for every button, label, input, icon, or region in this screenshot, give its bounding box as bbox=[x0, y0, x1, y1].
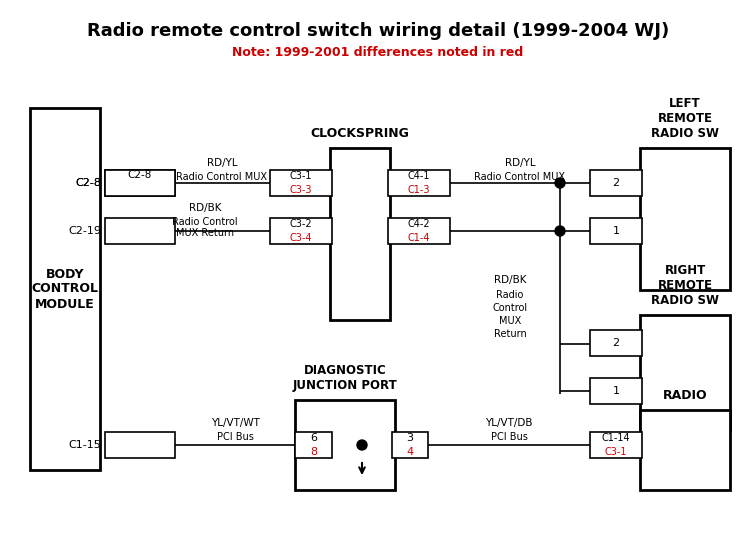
Text: 6: 6 bbox=[310, 433, 317, 443]
Text: C3-3: C3-3 bbox=[290, 185, 312, 195]
Text: C1-15: C1-15 bbox=[68, 440, 101, 450]
Text: C4-2: C4-2 bbox=[407, 219, 430, 229]
Text: C3-1: C3-1 bbox=[605, 447, 627, 457]
Bar bbox=[590, 432, 642, 458]
Bar bbox=[105, 218, 175, 244]
Text: Radio: Radio bbox=[496, 290, 524, 300]
Text: Radio Control: Radio Control bbox=[172, 217, 238, 227]
Text: 4: 4 bbox=[407, 447, 414, 457]
Bar bbox=[590, 170, 642, 196]
Text: RIGHT
REMOTE
RADIO SW: RIGHT REMOTE RADIO SW bbox=[651, 264, 719, 307]
Text: RD/YL: RD/YL bbox=[206, 158, 237, 168]
Text: Radio Control MUX: Radio Control MUX bbox=[176, 172, 268, 182]
Bar bbox=[295, 400, 395, 490]
Bar bbox=[30, 108, 100, 470]
Text: RADIO: RADIO bbox=[663, 389, 708, 402]
Text: Radio remote control switch wiring detail (1999-2004 WJ): Radio remote control switch wiring detai… bbox=[87, 22, 669, 40]
Text: C3-2: C3-2 bbox=[290, 219, 312, 229]
Text: C2-8: C2-8 bbox=[75, 178, 101, 188]
Bar bbox=[640, 315, 730, 430]
Text: RD/BK: RD/BK bbox=[189, 203, 222, 213]
Text: MUX Return: MUX Return bbox=[176, 228, 234, 238]
Bar bbox=[270, 218, 332, 244]
Text: RD/YL: RD/YL bbox=[505, 158, 535, 168]
Bar bbox=[388, 170, 450, 196]
Bar bbox=[270, 170, 332, 196]
Text: PCI Bus: PCI Bus bbox=[491, 432, 528, 442]
Text: C1-14: C1-14 bbox=[602, 433, 631, 443]
Text: Control: Control bbox=[492, 303, 528, 313]
Bar bbox=[640, 148, 730, 290]
Circle shape bbox=[555, 178, 565, 188]
Bar bbox=[392, 432, 428, 458]
Text: 3: 3 bbox=[407, 433, 414, 443]
Text: BODY
CONTROL
MODULE: BODY CONTROL MODULE bbox=[32, 268, 98, 311]
Text: Return: Return bbox=[494, 329, 526, 339]
Text: C3-4: C3-4 bbox=[290, 233, 312, 243]
Text: C3-1: C3-1 bbox=[290, 171, 312, 181]
Text: MUX: MUX bbox=[499, 316, 521, 326]
Bar bbox=[105, 170, 175, 196]
Text: 2: 2 bbox=[612, 178, 620, 188]
Text: C1-4: C1-4 bbox=[407, 233, 430, 243]
Text: C4-1: C4-1 bbox=[407, 171, 430, 181]
Text: RD/BK: RD/BK bbox=[494, 275, 526, 285]
Bar bbox=[330, 148, 390, 320]
Bar bbox=[640, 410, 730, 490]
Text: C2-8: C2-8 bbox=[128, 170, 152, 180]
Text: LEFT
REMOTE
RADIO SW: LEFT REMOTE RADIO SW bbox=[651, 97, 719, 140]
Circle shape bbox=[555, 226, 565, 236]
Text: C2-19: C2-19 bbox=[68, 226, 101, 236]
Text: 8: 8 bbox=[310, 447, 317, 457]
Bar bbox=[590, 378, 642, 404]
Bar bbox=[388, 218, 450, 244]
Text: DIAGNOSTIC
JUNCTION PORT: DIAGNOSTIC JUNCTION PORT bbox=[293, 364, 398, 392]
Bar bbox=[590, 330, 642, 356]
Text: Note: 1999-2001 differences noted in red: Note: 1999-2001 differences noted in red bbox=[232, 46, 524, 59]
Text: CLOCKSPRING: CLOCKSPRING bbox=[311, 127, 410, 140]
Text: C2-8: C2-8 bbox=[75, 178, 101, 188]
Bar bbox=[590, 218, 642, 244]
Text: 2: 2 bbox=[612, 338, 620, 348]
Text: YL/VT/WT: YL/VT/WT bbox=[211, 418, 259, 428]
Text: C1-3: C1-3 bbox=[407, 185, 430, 195]
Text: 1: 1 bbox=[612, 386, 619, 396]
Text: Radio Control MUX: Radio Control MUX bbox=[475, 172, 565, 182]
Circle shape bbox=[357, 440, 367, 450]
Bar bbox=[105, 432, 175, 458]
Text: PCI Bus: PCI Bus bbox=[216, 432, 253, 442]
Bar bbox=[105, 170, 175, 196]
Text: 1: 1 bbox=[612, 226, 619, 236]
Bar bbox=[295, 432, 332, 458]
Text: YL/VT/DB: YL/VT/DB bbox=[485, 418, 533, 428]
